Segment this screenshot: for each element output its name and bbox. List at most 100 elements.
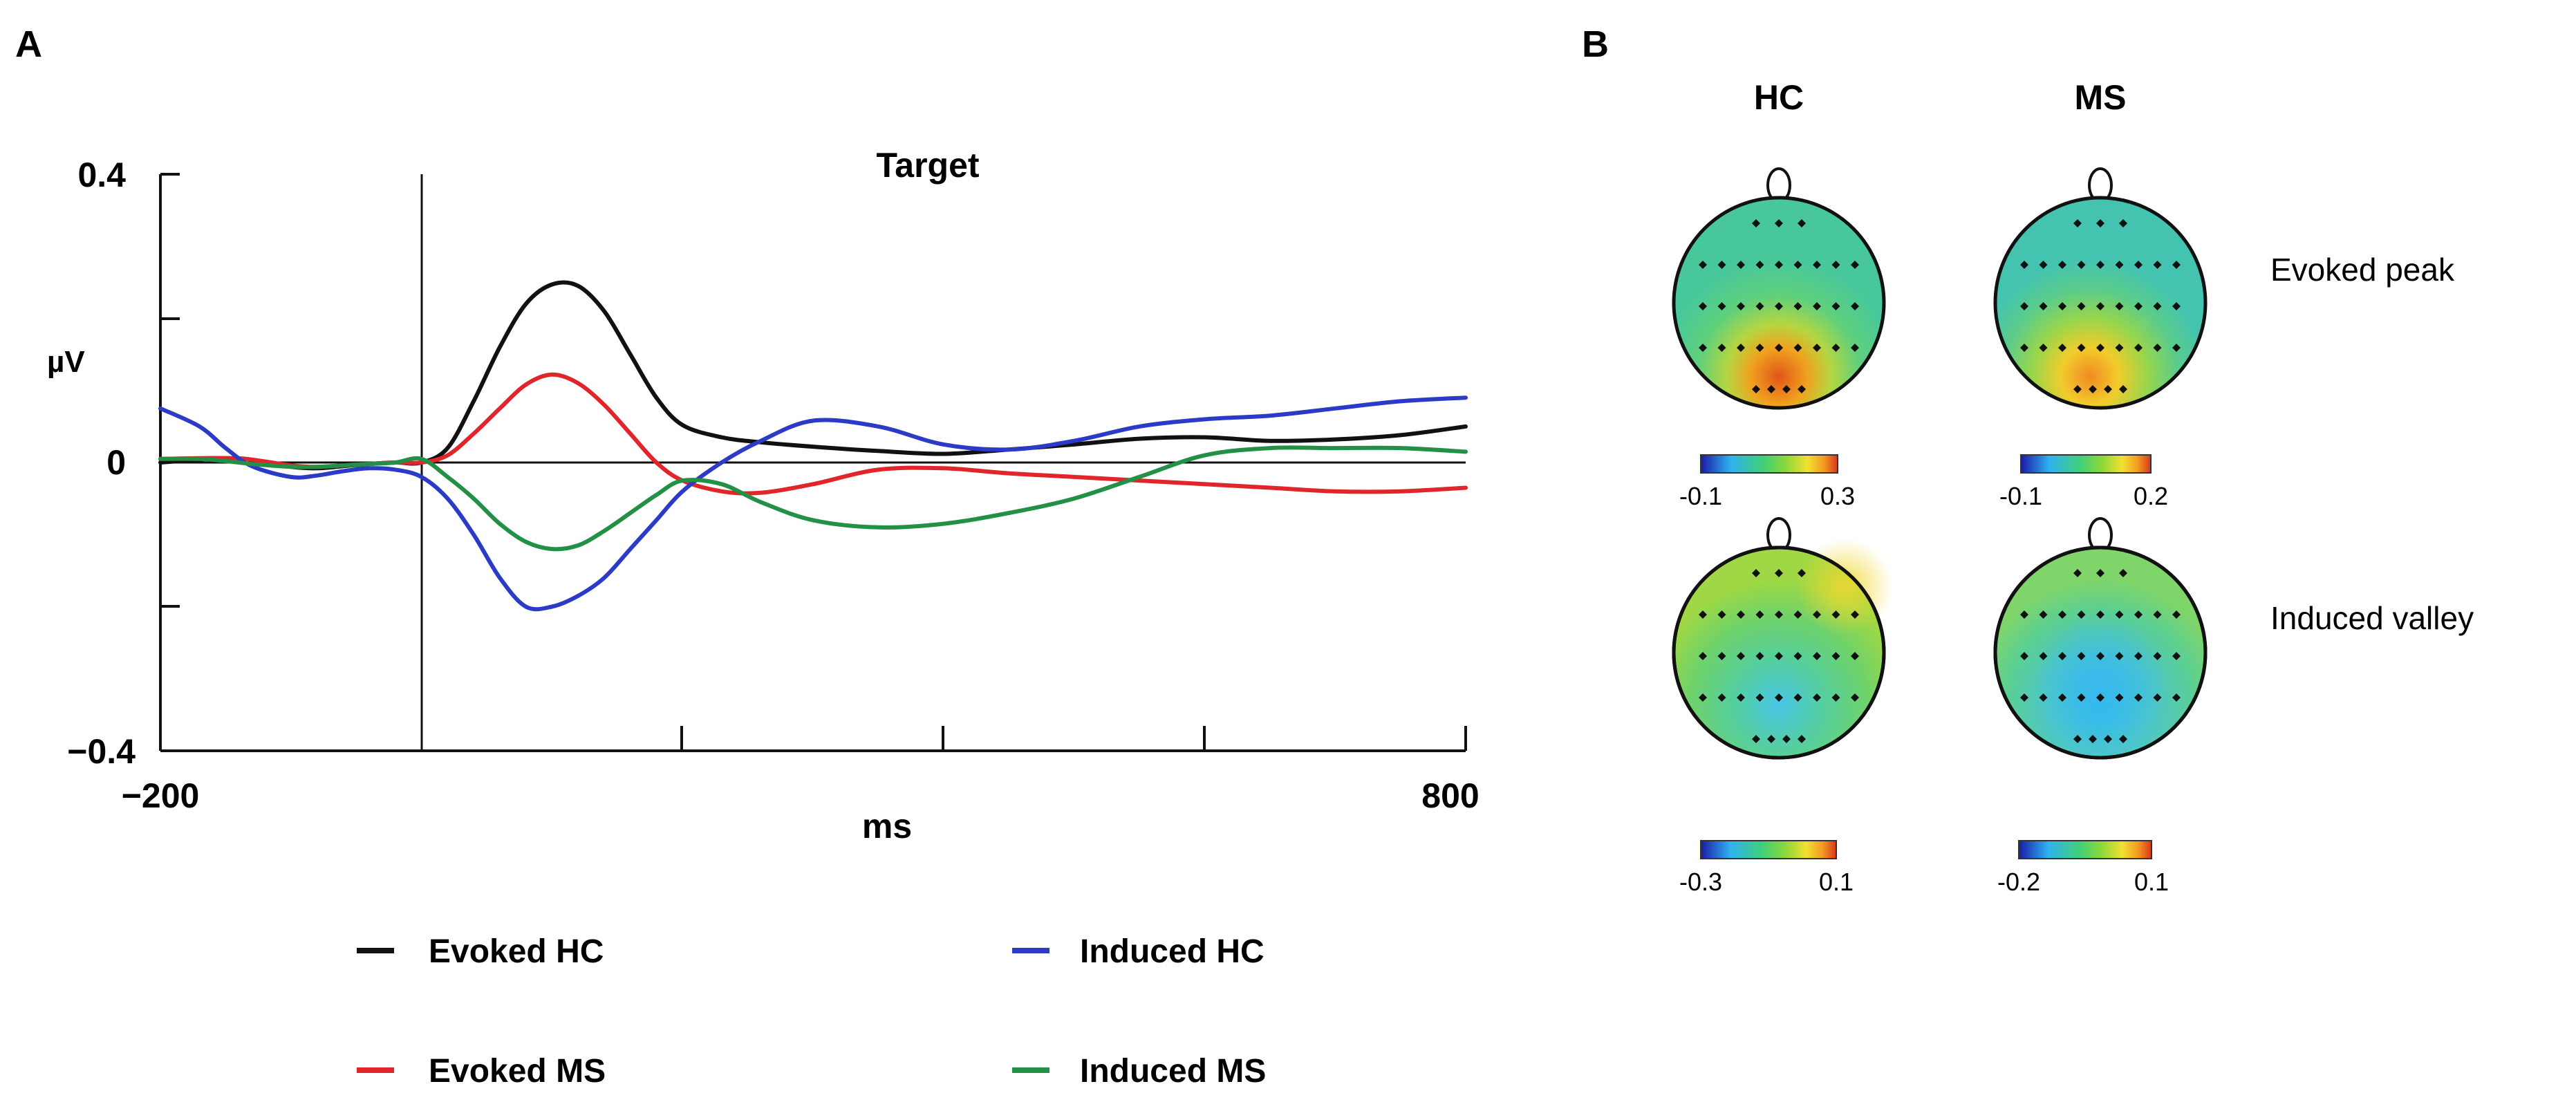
electrode-marker [2115, 652, 2124, 660]
electrode-marker [1699, 261, 1707, 269]
electrode-marker [2134, 652, 2143, 660]
electrode-marker [1775, 569, 1783, 577]
electrode-marker [2073, 735, 2082, 743]
topomap-ms-induced-valley [1993, 517, 2208, 760]
electrode-marker [2115, 693, 2124, 702]
electrode-marker [1775, 344, 1783, 352]
electrode-marker [2172, 302, 2181, 310]
electrode-marker [2096, 693, 2104, 702]
electrode-marker [2134, 610, 2143, 619]
electrode-marker [2077, 344, 2086, 352]
electrode-marker [1813, 693, 1821, 702]
electrode-outline [1672, 545, 1886, 760]
electrode-marker [2153, 693, 2162, 702]
electrode-marker [1793, 693, 1802, 702]
electrode-marker [1737, 610, 1745, 619]
electrode-marker [2172, 652, 2181, 660]
electrode-marker [2020, 693, 2028, 702]
scalp-hotspot [1796, 539, 1893, 635]
y-axis-label: µV [47, 345, 85, 379]
electrode-marker [1798, 219, 1806, 227]
electrode-marker [2153, 261, 2162, 269]
electrode-marker [2172, 693, 2181, 702]
electrode-marker [2077, 652, 2086, 660]
electrode-dots [2020, 219, 2181, 393]
topomap-head [1993, 517, 2208, 760]
electrode-marker [1775, 219, 1783, 227]
electrode-marker [1851, 302, 1859, 310]
line-chart: Target µV ms 0.4 0 −0.4 −200 800 [47, 146, 1480, 846]
electrode-marker [2077, 693, 2086, 702]
legend-item-evoked-ms: Evoked MS [357, 1053, 606, 1090]
electrode-marker [1737, 302, 1745, 310]
electrode-marker [2058, 652, 2066, 660]
colorbar-gradient [1700, 840, 1837, 859]
colorbar-max-label: 0.1 [2134, 868, 2169, 896]
legend-item-induced-hc: Induced HC [1012, 933, 1264, 970]
electrode-marker [2153, 652, 2162, 660]
electrode-marker [1717, 652, 1726, 660]
electrode-marker [2020, 344, 2028, 352]
electrode-marker [2172, 610, 2181, 619]
panel-a-label: A [15, 24, 42, 65]
colorbar-min-label: -0.1 [1999, 482, 2042, 510]
electrode-marker [2058, 693, 2066, 702]
electrode-marker [1813, 302, 1821, 310]
electrode-marker [1699, 344, 1707, 352]
electrode-marker [2134, 693, 2143, 702]
electrode-marker [1831, 693, 1840, 702]
electrode-marker [2058, 302, 2066, 310]
topomap-head [1993, 167, 2208, 410]
electrode-marker [1793, 610, 1802, 619]
electrode-marker [1851, 261, 1859, 269]
colorbar-max-label: 0.1 [1819, 868, 1854, 896]
electrode-marker [1831, 302, 1840, 310]
axes [159, 173, 1467, 752]
electrode-marker [2153, 610, 2162, 619]
colorbar-max-label: 0.2 [2134, 482, 2168, 510]
electrode-marker [2134, 261, 2143, 269]
electrode-marker [2073, 219, 2082, 227]
colorbar-max-label: 0.3 [1820, 482, 1855, 510]
chart-title: Target [876, 146, 979, 185]
electrode-marker [2077, 302, 2086, 310]
electrode-marker [1699, 693, 1707, 702]
electrode-marker [1782, 385, 1791, 393]
electrode-marker [1798, 385, 1806, 393]
electrode-marker [1717, 261, 1726, 269]
legend-label: Evoked HC [429, 933, 604, 970]
legend-label: Evoked MS [429, 1053, 606, 1090]
electrode-marker [2104, 735, 2112, 743]
electrode-marker [2096, 652, 2104, 660]
topomap-hc-induced-valley [1672, 517, 1893, 760]
row-label-evoked-peak: Evoked peak [2270, 252, 2455, 288]
electrode-dots [1699, 569, 1859, 743]
colorbar-gradient [2020, 454, 2152, 474]
electrode-marker [2089, 385, 2097, 393]
electrode-marker [1798, 735, 1806, 743]
electrode-marker [2039, 344, 2048, 352]
electrode-marker [1755, 693, 1764, 702]
electrode-marker [1752, 569, 1760, 577]
electrode-marker [1737, 344, 1745, 352]
electrode-marker [1755, 610, 1764, 619]
colorbar-hc-evoked-peak: -0.1 0.3 [1679, 454, 1855, 510]
electrode-dots [1699, 219, 1859, 393]
electrode-marker [1767, 735, 1775, 743]
y-tick-label: −0.4 [67, 732, 136, 771]
electrode-marker [2172, 344, 2181, 352]
electrode-marker [1831, 344, 1840, 352]
electrode-marker [1775, 302, 1783, 310]
electrode-marker [2119, 569, 2127, 577]
electrode-marker [2134, 302, 2143, 310]
tick-labels: 0.4 0 −0.4 −200 800 [67, 156, 1479, 815]
electrode-marker [2073, 385, 2082, 393]
electrode-marker [1798, 569, 1806, 577]
electrode-marker [2096, 261, 2104, 269]
electrode-marker [2119, 219, 2127, 227]
electrode-marker [1851, 610, 1859, 619]
electrode-marker [1793, 344, 1802, 352]
electrode-marker [2119, 735, 2127, 743]
column-header-hc: HC [1754, 78, 1804, 117]
